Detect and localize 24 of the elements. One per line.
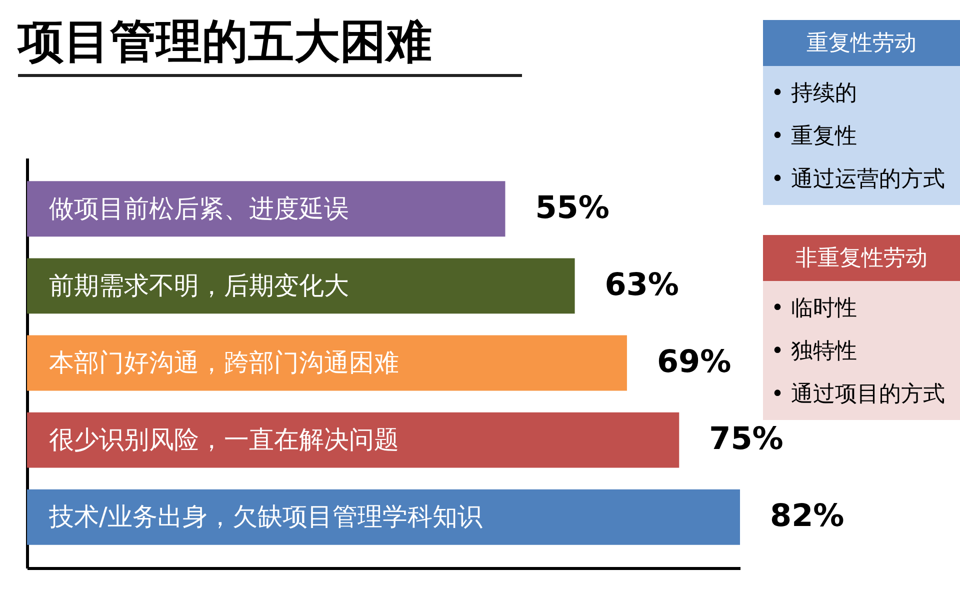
data-label: 63% [604, 266, 679, 303]
text: • 通过运营的方式 [771, 166, 946, 194]
bar [27, 258, 575, 314]
text: • 持续的 [771, 80, 858, 108]
text: 重复性劳动 [763, 20, 960, 66]
bar [27, 181, 506, 237]
text: • 临时性 [771, 295, 858, 323]
data-label: 55% [535, 190, 610, 226]
bar [27, 412, 680, 468]
text: • 重复性 [771, 123, 858, 151]
text: • 通过项目的方式 [771, 381, 946, 409]
chart-title: 项目管理的五大困难 [18, 8, 522, 77]
bar [27, 489, 740, 545]
y-tick-label: 前期需求不明，后期变化大 [49, 270, 349, 300]
y-tick-label: 做项目前松后紧、进度延误 [49, 194, 349, 223]
text: • 独特性 [771, 338, 858, 366]
data-label: 82% [770, 498, 844, 534]
bar [27, 335, 627, 391]
data-label: 69% [656, 344, 732, 380]
y-tick-label: 技术/业务出身，欠缺项目管理学科知识 [48, 502, 482, 532]
data-label: 75% [709, 421, 784, 458]
y-tick-label: 本部门好沟通，跨部门沟通困难 [49, 348, 399, 377]
y-tick-label: 很少识别风险，一直在解决问题 [49, 425, 399, 454]
text: 非重复性劳动 [763, 235, 960, 281]
